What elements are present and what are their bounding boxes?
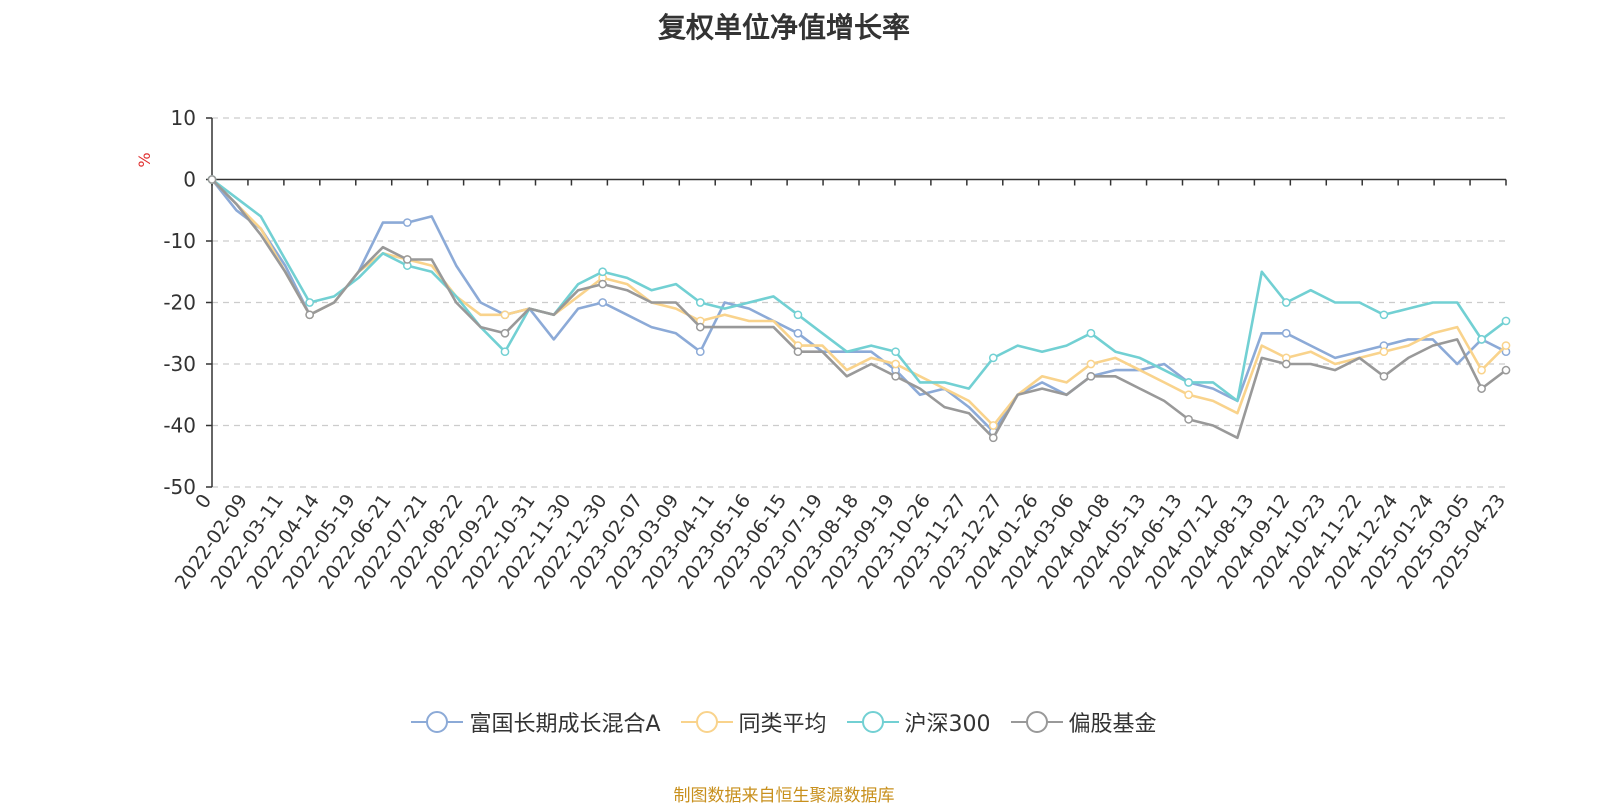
- data-point: [305, 310, 315, 320]
- data-point: [793, 310, 803, 320]
- data-point: [793, 347, 803, 357]
- y-tick-label: 10: [171, 106, 196, 130]
- data-point: [500, 347, 510, 357]
- legend-label: 偏股基金: [1068, 712, 1157, 737]
- data-point: [1281, 359, 1291, 369]
- data-point: [988, 421, 998, 430]
- data-point: [1086, 359, 1096, 369]
- data-point: [1477, 365, 1486, 375]
- data-point: [1086, 371, 1096, 381]
- legend-item[interactable]: 沪深300: [846, 706, 991, 738]
- y-tick-label: -50: [163, 475, 196, 499]
- data-point: [988, 433, 998, 443]
- data-point: [500, 328, 510, 338]
- data-point: [1184, 390, 1193, 400]
- data-point: [988, 353, 998, 363]
- legend-marker-icon: [411, 711, 464, 733]
- legend-item[interactable]: 偏股基金: [1010, 706, 1157, 738]
- data-point: [598, 298, 607, 307]
- data-point: [793, 328, 803, 338]
- legend-item[interactable]: 富国长期成长混合A: [411, 706, 661, 738]
- series-line: [211, 178, 1507, 403]
- axes: 100-10-20-30-40-5002022-02-092022-03-112…: [163, 106, 1510, 593]
- data-point: [695, 347, 705, 357]
- data-point: [207, 175, 217, 184]
- data-point: [1501, 316, 1511, 326]
- data-point: [1379, 371, 1389, 381]
- legend: 富国长期成长混合A 同类平均 沪深300 偏股基金: [0, 706, 1568, 738]
- data-point: [891, 347, 900, 357]
- legend-marker-icon: [846, 711, 899, 733]
- x-tick-label: 0: [191, 490, 216, 513]
- data-point: [500, 310, 510, 320]
- series-group: [207, 175, 1511, 443]
- data-point: [1086, 328, 1096, 338]
- series-line: [211, 178, 1507, 427]
- data-point: [891, 371, 900, 381]
- series-line: [210, 178, 1507, 433]
- data-point: [1477, 335, 1486, 344]
- data-point: [1501, 365, 1511, 375]
- data-point: [1184, 378, 1193, 387]
- series-line: [211, 178, 1507, 440]
- data-point: [1281, 298, 1291, 307]
- data-point: [695, 298, 705, 307]
- source-note: 制图数据来自恒生聚源数据库: [673, 786, 895, 806]
- series-group: [207, 175, 1511, 436]
- legend-label: 富国长期成长混合A: [469, 712, 661, 737]
- data-point: [1379, 347, 1389, 357]
- series-group: [207, 175, 1511, 403]
- y-tick-label: -30: [163, 352, 196, 376]
- data-point: [1184, 415, 1193, 424]
- legend-marker-icon: [680, 711, 733, 733]
- grid-lines: [212, 117, 1506, 488]
- y-tick-label: -20: [163, 291, 196, 315]
- y-tick-label: -40: [163, 414, 196, 438]
- chart-title: 复权单位净值增长率: [657, 11, 910, 44]
- data-point: [1501, 341, 1511, 350]
- data-point: [305, 298, 315, 307]
- y-tick-label: -10: [163, 229, 196, 253]
- data-point: [695, 322, 705, 332]
- data-point: [1281, 328, 1291, 338]
- y-axis-unit-label: %: [135, 152, 154, 167]
- data-point: [598, 279, 607, 289]
- data-point: [1477, 384, 1486, 393]
- legend-label: 沪深300: [904, 712, 991, 737]
- legend-label: 同类平均: [738, 712, 827, 737]
- data-point: [402, 218, 412, 227]
- legend-marker-icon: [1010, 711, 1063, 733]
- legend-item[interactable]: 同类平均: [680, 706, 827, 738]
- data-point: [1379, 310, 1389, 320]
- data-point: [402, 255, 412, 264]
- data-point: [891, 359, 900, 369]
- data-point: [598, 267, 607, 277]
- series-lines: [207, 175, 1511, 443]
- y-tick-label: 0: [183, 168, 196, 192]
